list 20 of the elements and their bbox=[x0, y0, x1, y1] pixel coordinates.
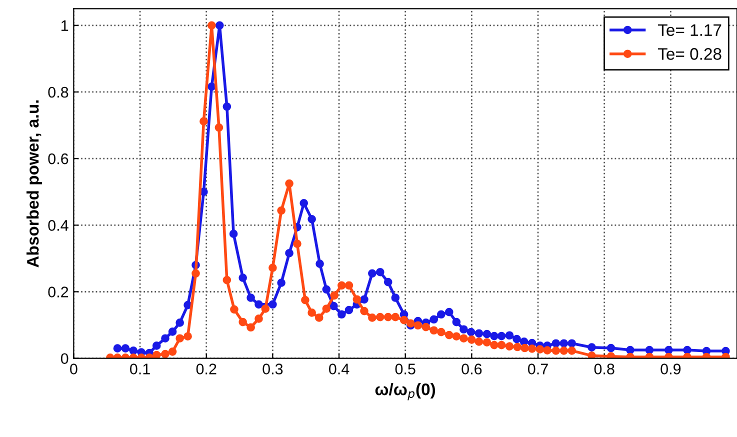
y-tick-label: 0.2 bbox=[48, 286, 68, 298]
y-tick-label: 1 bbox=[62, 20, 68, 31]
x-tick-label: 0.1 bbox=[130, 364, 150, 374]
x-tick-label: 0.4 bbox=[329, 364, 350, 374]
x-tick-label: 0.3 bbox=[262, 364, 283, 374]
y-tick-label: 0.6 bbox=[48, 153, 68, 164]
x-tick-label: 0.8 bbox=[594, 364, 614, 374]
y-axis-title: Absorbed power, a.u. bbox=[26, 100, 42, 268]
x-tick-label: 0.6 bbox=[462, 364, 482, 374]
legend-label: Te= 1.17 bbox=[658, 24, 722, 36]
legend-label: Te= 0.28 bbox=[658, 48, 722, 60]
x-tick-label: 0.2 bbox=[196, 364, 216, 374]
x-tick-label: 0.9 bbox=[660, 364, 681, 374]
x-tick-label: 0.5 bbox=[395, 364, 416, 374]
x-tick-label: 0.7 bbox=[528, 364, 548, 374]
x-axis-title: ω/ω$_{p}$(0) bbox=[375, 383, 436, 400]
y-tick-label: 0.4 bbox=[48, 220, 68, 231]
x-tick-label: 0 bbox=[70, 364, 78, 374]
y-tick-label: 0.8 bbox=[48, 86, 68, 98]
y-tick-label: 0 bbox=[60, 353, 68, 364]
